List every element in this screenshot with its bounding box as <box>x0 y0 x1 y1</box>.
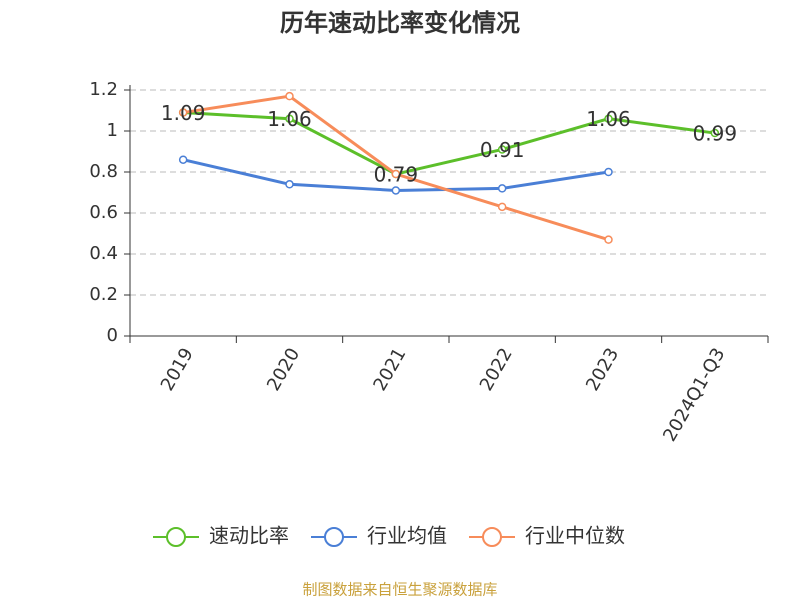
legend-marker <box>482 527 502 547</box>
point <box>285 91 294 101</box>
legend-marker <box>166 527 186 547</box>
point <box>604 114 613 123</box>
point <box>178 155 188 164</box>
data-label: 0.79 <box>374 163 419 187</box>
data-label: 1.09 <box>161 101 206 125</box>
y-tick-label: 0 <box>107 325 118 346</box>
data-label: 0.99 <box>693 122 738 146</box>
x-tick-label: 2024Q1-Q3 <box>659 345 729 446</box>
x-tick-label: 2021 <box>369 345 410 395</box>
point <box>391 169 401 179</box>
point <box>497 145 507 154</box>
y-tick-label: 1.2 <box>89 79 118 100</box>
x-tick-label: 2019 <box>157 345 198 395</box>
y-tick-label: 0.8 <box>89 161 118 182</box>
point <box>604 235 613 244</box>
point <box>285 180 294 189</box>
point <box>391 186 401 195</box>
point <box>497 202 507 212</box>
x-tick-label: 2023 <box>582 345 623 395</box>
point <box>285 114 294 123</box>
data-label: 1.06 <box>267 107 312 131</box>
series-line <box>183 111 716 176</box>
x-tick-label: 2020 <box>263 345 304 395</box>
legend-marker <box>324 527 344 547</box>
point <box>604 167 613 177</box>
y-tick-label: 0.6 <box>89 202 118 223</box>
legend-label: 行业中位数 <box>525 524 625 548</box>
legend-label: 行业均值 <box>367 524 447 548</box>
point <box>497 184 507 193</box>
source-note: 制图数据来自恒生聚源数据库 <box>302 581 497 599</box>
chart-title: 历年速动比率变化情况 <box>280 9 520 37</box>
y-tick-label: 0.2 <box>89 284 118 305</box>
point <box>710 128 720 138</box>
y-tick-label: 1 <box>107 120 118 141</box>
legend-label: 速动比率 <box>209 524 289 548</box>
data-label: 1.06 <box>586 107 631 131</box>
point <box>178 108 188 117</box>
y-tick-label: 0.4 <box>89 243 118 264</box>
x-tick-label: 2022 <box>476 344 517 394</box>
data-label: 0.91 <box>480 138 525 162</box>
